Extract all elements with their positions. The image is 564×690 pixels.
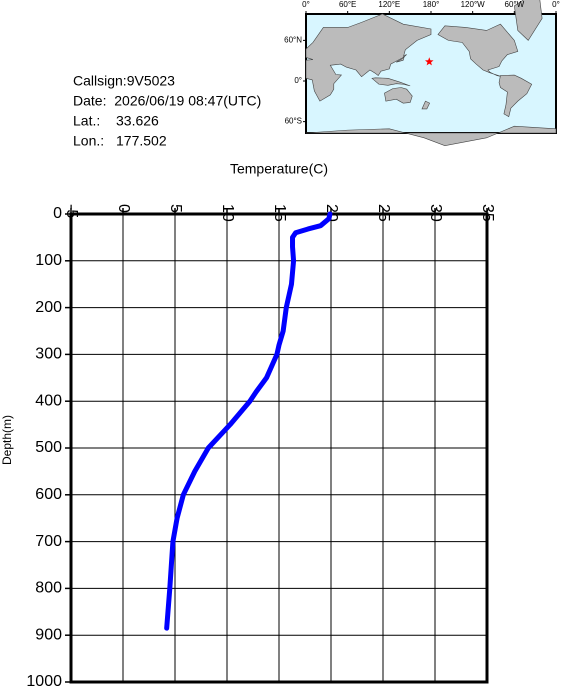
map-lat-label: 60°N <box>284 35 302 44</box>
y-tick-label: 700 <box>35 533 62 550</box>
land <box>498 74 533 118</box>
map-lon-label: 0° <box>302 0 310 9</box>
date: Date: 2026/06/19 08:47(UTC) <box>73 93 261 109</box>
land <box>384 87 413 104</box>
land <box>371 77 411 87</box>
y-tick-label: 300 <box>35 346 62 363</box>
land <box>396 54 407 63</box>
x-tick-label: 5 <box>167 204 184 213</box>
map-lon-label: 60°E <box>339 0 356 9</box>
map-lon-label: 120°W <box>461 0 486 9</box>
lat-label: Lat.: <box>73 113 100 129</box>
land <box>305 125 557 147</box>
callsign: Callsign:9V5023 <box>73 73 175 89</box>
x-axis-label: Temperature(C) <box>230 161 328 177</box>
x-tick-label: 0 <box>115 204 132 213</box>
y-tick-label: 400 <box>35 392 62 409</box>
y-tick-label: 600 <box>35 486 62 503</box>
map-lon-label: 180° <box>423 0 440 9</box>
land <box>421 100 431 110</box>
y-tick-label: 500 <box>35 439 62 456</box>
profile-line <box>164 211 333 631</box>
lon-label: Lon.: <box>73 133 104 149</box>
map: 0° 60°E 120°E 180° 120°W 60°W 0° 60°N 0° 60°S <box>284 0 560 147</box>
land <box>305 13 432 102</box>
y-tick-label: 1000 <box>26 673 62 690</box>
map-lat-label: 60°S <box>285 117 302 126</box>
y-tick-label: 0 <box>53 205 62 222</box>
y-axis-label: Depth(m) <box>0 415 14 465</box>
lat: 33.626 <box>116 113 159 129</box>
station-marker <box>424 57 434 66</box>
y-tick-label: 200 <box>35 299 62 316</box>
map-lon-label: 120°E <box>378 0 400 9</box>
map-lon-label: 60°W <box>505 0 525 9</box>
y-tick-label: 100 <box>35 252 62 269</box>
map-lat-label: 0° <box>294 76 302 85</box>
lon: 177.502 <box>116 133 167 149</box>
land <box>514 0 543 41</box>
y-tick-label: 800 <box>35 580 62 597</box>
plot-frame <box>69 212 489 684</box>
land <box>437 23 519 77</box>
map-lon-label: 0° <box>552 0 560 9</box>
y-tick-label: 900 <box>35 626 62 643</box>
